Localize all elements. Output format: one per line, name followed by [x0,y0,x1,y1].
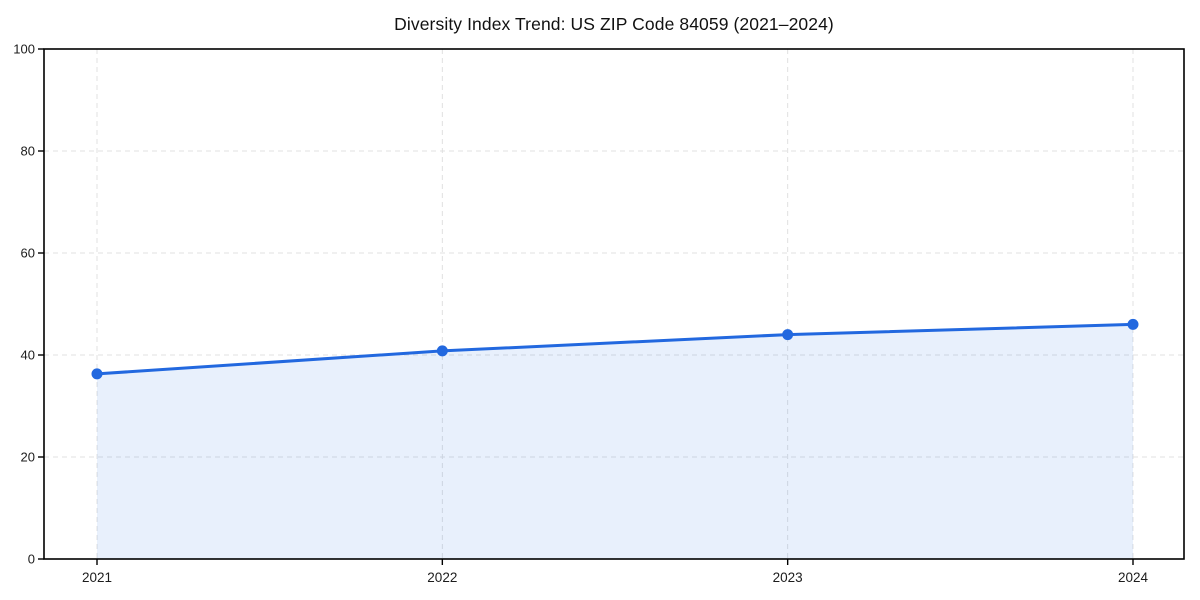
x-tick-label: 2022 [427,570,457,585]
y-tick-label: 60 [21,246,35,261]
plot-border [43,48,1185,560]
y-tick-label: 0 [28,552,35,567]
y-tick-label: 80 [21,144,35,159]
x-tick-label: 2021 [82,570,112,585]
y-tick-label: 20 [21,450,35,465]
data-point-marker [782,329,794,341]
trend-line [95,322,1135,376]
x-tick-label: 2024 [1118,570,1149,585]
data-point-marker [1127,318,1139,330]
data-point-marker [436,345,448,357]
y-tick-label: 40 [21,348,35,363]
chart-title: Diversity Index Trend: US ZIP Code 84059… [394,14,834,34]
x-tick-label: 2023 [773,570,803,585]
area-fill [97,324,1133,559]
data-point-marker [91,368,103,380]
y-tick-label: 100 [13,42,35,57]
